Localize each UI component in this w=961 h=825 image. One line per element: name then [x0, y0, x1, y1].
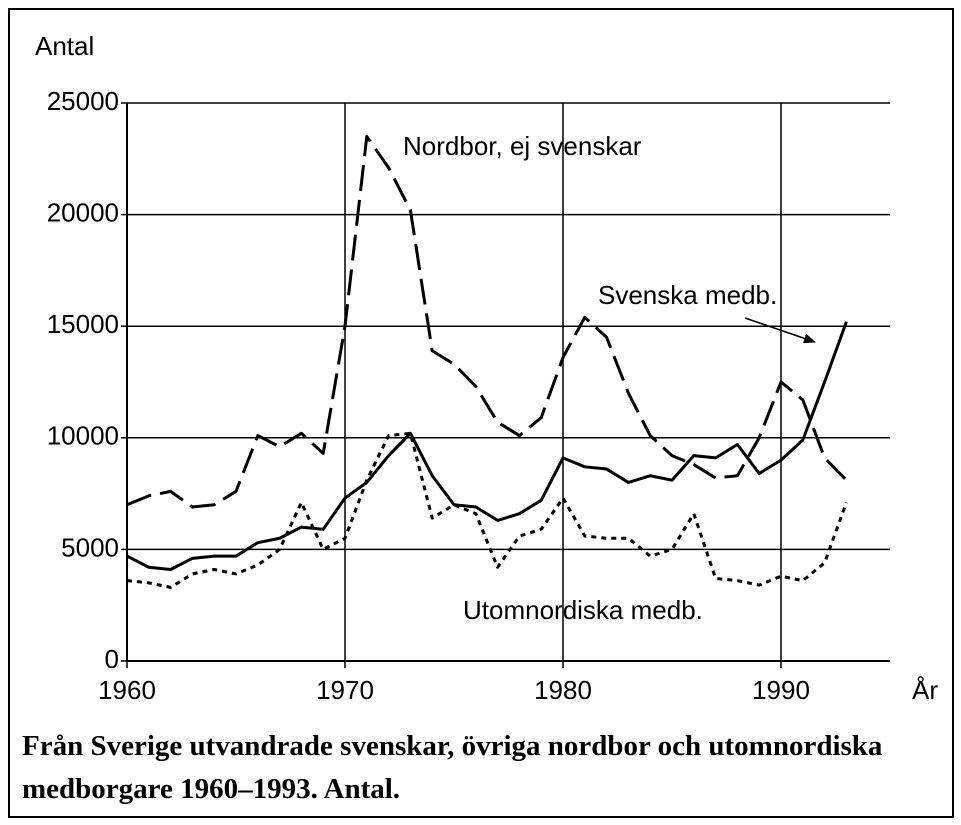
y-tick-label: 25000: [47, 86, 119, 116]
x-tick-label: 1990: [752, 675, 810, 705]
y-axis-label: Antal: [35, 31, 94, 61]
frame: [8, 8, 954, 818]
x-tick-label: 1970: [316, 675, 374, 705]
series-label: Nordbor, ej svenskar: [403, 131, 642, 161]
series-label: Svenska medb.: [598, 280, 777, 310]
series-line: [126, 321, 848, 571]
y-tick-label: 20000: [47, 197, 119, 227]
y-tick-label: 5000: [61, 532, 119, 562]
y-tick-label: 0: [105, 644, 119, 674]
x-tick-label: 1980: [534, 675, 592, 705]
caption: Från Sverige utvandrade svenskar, övriga…: [22, 730, 883, 805]
x-tick-label: 1960: [98, 675, 156, 705]
series-label: Utomnordiska medb.: [463, 595, 703, 625]
y-tick-label: 15000: [47, 309, 119, 339]
y-tick-label: 10000: [47, 421, 119, 451]
x-axis-label: År: [912, 675, 938, 705]
annotation-arrow: [744, 317, 816, 344]
series-line: [126, 134, 848, 509]
series-line: [126, 431, 848, 589]
